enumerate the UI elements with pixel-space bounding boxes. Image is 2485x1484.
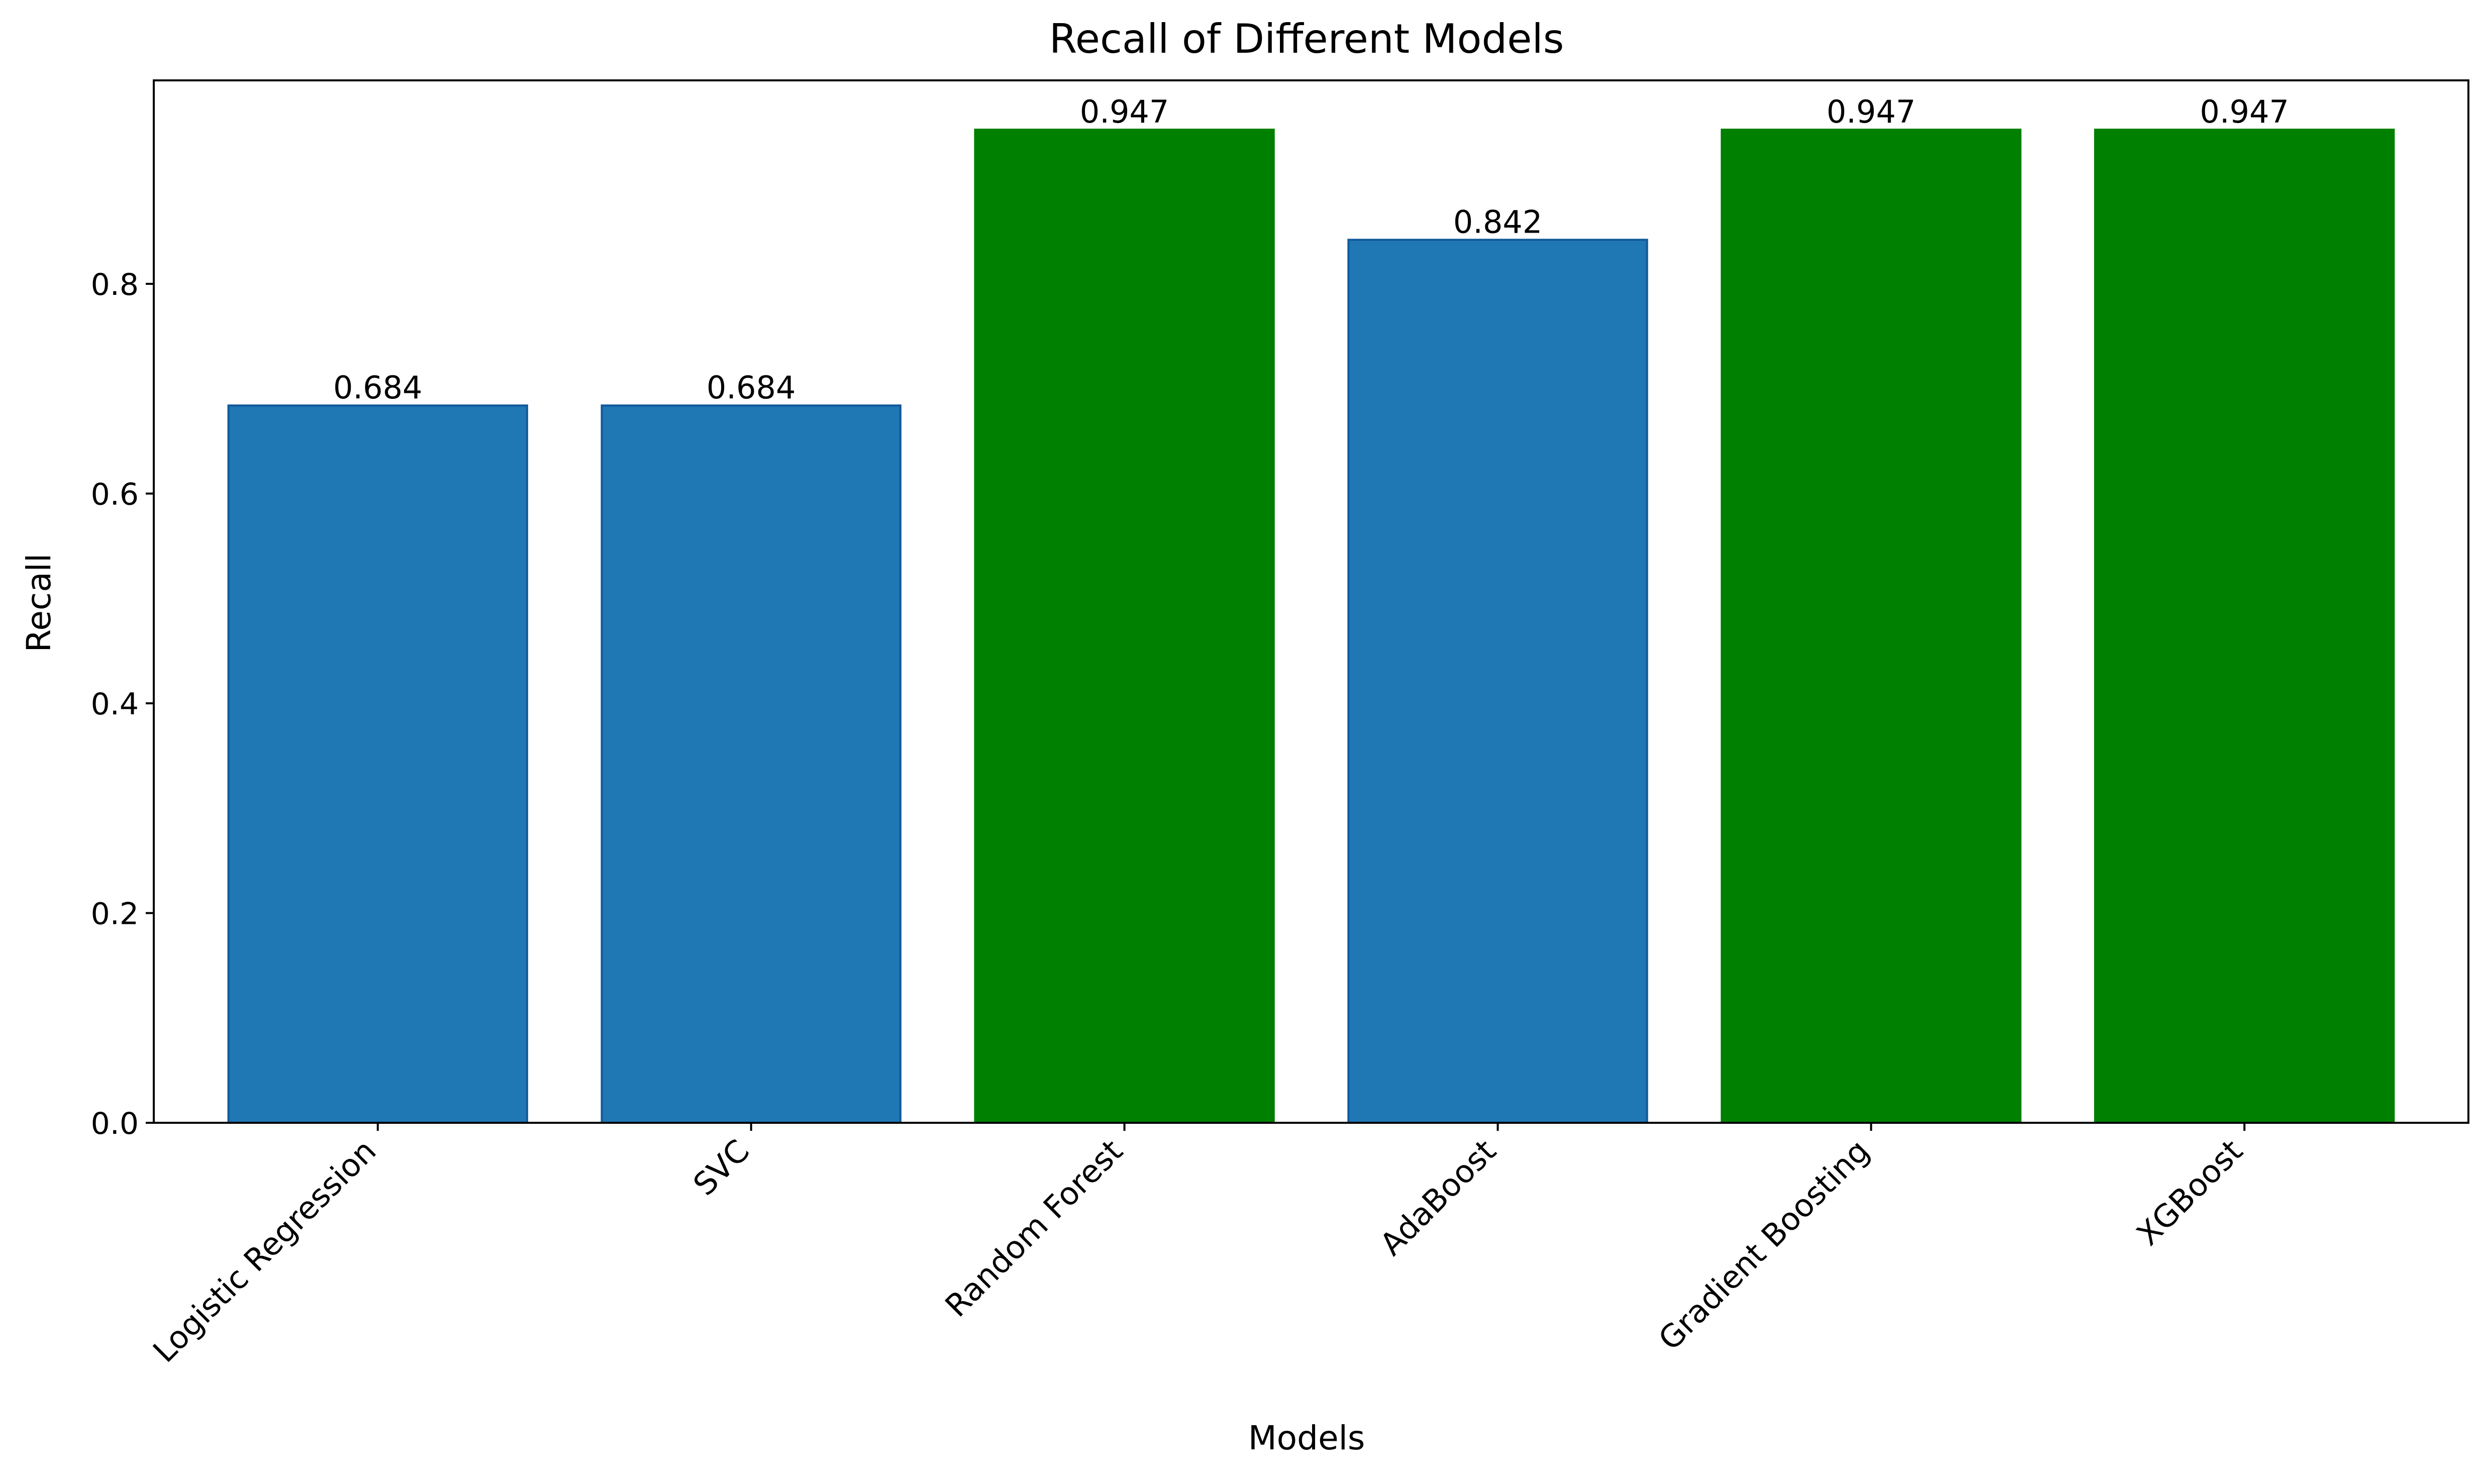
bar-value-labels: 0.684 0.684 0.947 0.842 0.947 0.947 bbox=[333, 93, 2289, 406]
y-tick-label: 0.6 bbox=[91, 477, 139, 512]
bar bbox=[1347, 239, 1648, 1124]
x-axis-label: Models bbox=[1248, 1419, 1365, 1457]
bar-value-label: 0.947 bbox=[1080, 93, 1169, 130]
bar bbox=[227, 404, 528, 1124]
y-tick-label: 0.8 bbox=[91, 267, 139, 302]
bar bbox=[1721, 129, 2022, 1124]
y-axis-ticks: 0.0 0.2 0.4 0.6 0.8 bbox=[91, 267, 154, 1141]
y-tick-label: 0.0 bbox=[91, 1106, 139, 1141]
bar bbox=[601, 404, 902, 1124]
plot-frame bbox=[153, 79, 2469, 1124]
bar-value-label: 0.947 bbox=[2200, 93, 2290, 130]
bar-value-label: 0.947 bbox=[1827, 93, 1916, 130]
y-tick-label: 0.2 bbox=[91, 896, 139, 931]
bar-value-label: 0.684 bbox=[707, 369, 796, 406]
y-axis-label: Recall bbox=[20, 554, 58, 653]
bar-value-label: 0.842 bbox=[1453, 203, 1543, 240]
bar bbox=[974, 129, 1275, 1124]
bar bbox=[2094, 129, 2395, 1124]
y-tick-label: 0.4 bbox=[91, 687, 139, 722]
bars bbox=[227, 129, 2395, 1124]
bar-value-label: 0.684 bbox=[333, 369, 423, 406]
chart-title: Recall of Different Models bbox=[1049, 16, 1564, 62]
